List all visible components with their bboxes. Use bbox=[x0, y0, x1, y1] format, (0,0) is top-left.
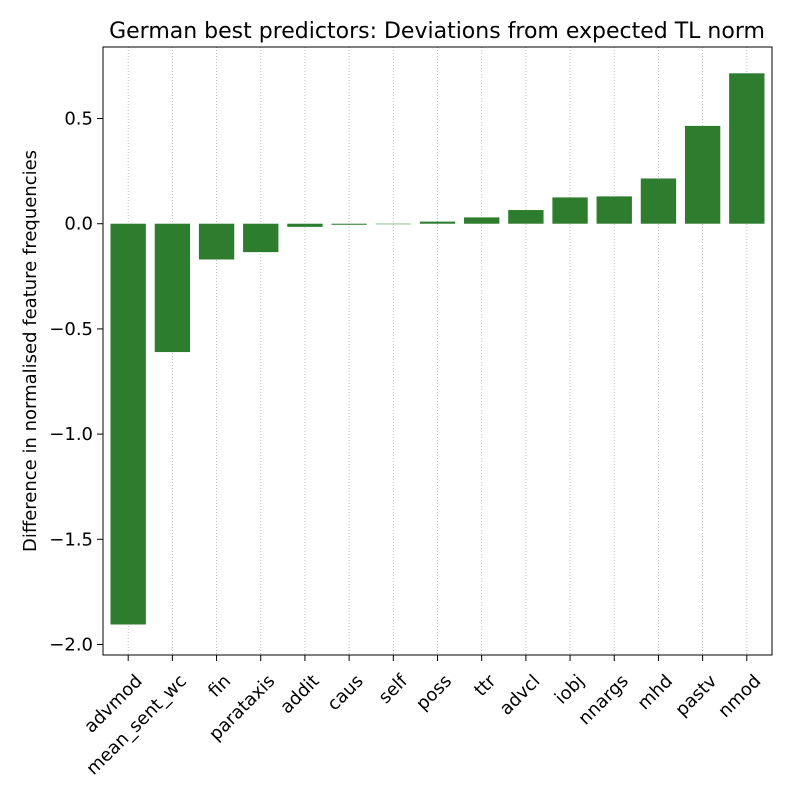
x-tick-label: advcl bbox=[496, 671, 545, 720]
y-axis: −2.0 −1.5 −1.0 −0.5 0.0 0.5 bbox=[49, 109, 103, 655]
bar-self bbox=[375, 223, 411, 225]
bar-ttr bbox=[464, 217, 500, 224]
x-tick-label: nnargs bbox=[574, 671, 633, 730]
x-tick-label: addit bbox=[276, 671, 323, 718]
x-tick-label: ttr bbox=[470, 670, 500, 700]
y-tick-label: −0.5 bbox=[49, 319, 93, 340]
y-tick-label: −1.0 bbox=[49, 424, 93, 445]
y-tick-label: 0.0 bbox=[64, 214, 93, 235]
y-axis-label: Difference in normalised feature frequen… bbox=[20, 150, 41, 552]
bar-advcl bbox=[508, 210, 544, 224]
x-tick-label: pastv bbox=[671, 670, 721, 720]
x-tick-label: self bbox=[375, 670, 413, 708]
chart-title: German best predictors: Deviations from … bbox=[109, 19, 765, 44]
bar-nmod bbox=[729, 73, 765, 224]
y-tick-label: 0.5 bbox=[64, 109, 93, 130]
grid-lines bbox=[127, 47, 748, 655]
bar-pastv bbox=[684, 125, 721, 224]
x-tick-label: iobj bbox=[551, 671, 589, 709]
bars-group bbox=[110, 73, 765, 625]
bar-parataxis bbox=[243, 223, 279, 253]
y-tick-label: −2.0 bbox=[49, 634, 93, 655]
x-tick-label: caus bbox=[323, 671, 367, 715]
bar-mean-sent-wc bbox=[154, 223, 191, 353]
x-tick-label: fin bbox=[204, 671, 235, 702]
bar-iobj bbox=[552, 197, 588, 224]
x-tick-label: nmod bbox=[714, 671, 765, 722]
bar-poss bbox=[419, 221, 456, 224]
bar-fin bbox=[198, 223, 235, 260]
bar-mhd bbox=[640, 178, 677, 224]
bar-caus bbox=[331, 223, 367, 225]
x-tick-label: mhd bbox=[634, 671, 677, 714]
bar-advmod bbox=[110, 223, 146, 625]
bar-addit bbox=[287, 223, 323, 227]
bar-nnargs bbox=[596, 196, 632, 224]
y-tick-label: −1.5 bbox=[49, 529, 93, 550]
x-tick-label: poss bbox=[412, 671, 456, 715]
